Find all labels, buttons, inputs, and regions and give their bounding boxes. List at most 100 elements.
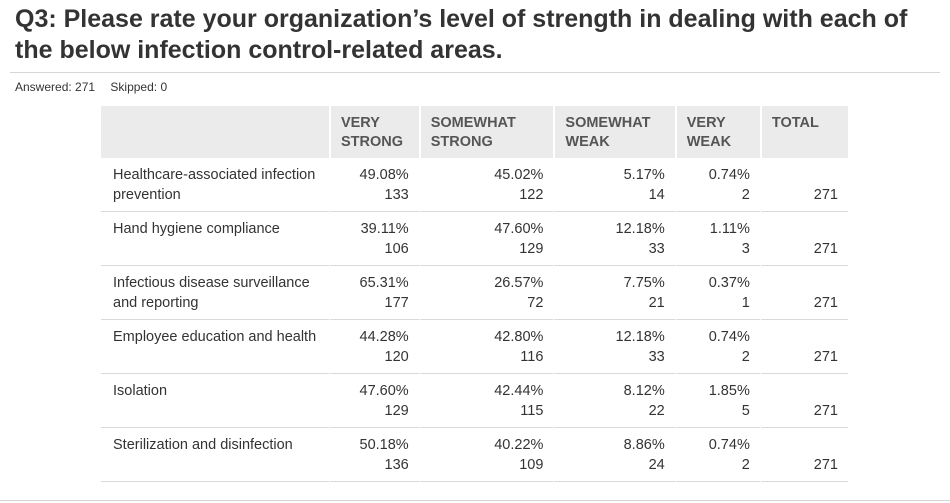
percent: 1.11% [709, 221, 750, 237]
table-row: Infectious disease surveillance and repo… [101, 266, 848, 320]
count: 2 [741, 457, 750, 473]
table-row: Sterilization and disinfection 50.18% 136… [101, 428, 848, 482]
percent: 1.85% [708, 383, 750, 399]
count: 106 [384, 241, 409, 257]
cell-total: 271 [759, 158, 848, 212]
percent: 8.86% [623, 437, 665, 453]
cell-somewhat-strong: 40.22% 109 [418, 428, 554, 482]
cell-total: 271 [759, 266, 848, 320]
row-label: Sterilization and disinfection [101, 428, 329, 482]
cell-very-weak: 0.74% 2 [674, 320, 760, 374]
cell-somewhat-weak: 8.86% 24 [553, 428, 675, 482]
cell-very-weak: 0.74% 2 [674, 428, 760, 482]
count: 5 [741, 403, 750, 419]
bottom-divider [0, 500, 950, 501]
percent: 12.18% [615, 221, 665, 237]
cell-very-strong: 44.28% 120 [328, 320, 419, 374]
count: 24 [648, 457, 665, 473]
count: 22 [648, 403, 665, 419]
header-empty [101, 106, 329, 158]
percent: 47.60% [359, 383, 409, 399]
cell-very-weak: 1.11% 3 [674, 212, 760, 266]
cell-very-weak: 0.74% 2 [674, 158, 760, 212]
cell-very-weak: 0.37% 1 [674, 266, 760, 320]
table-row: Hand hygiene compliance 39.11% 106 47.60%… [101, 212, 848, 266]
percent: 45.02% [494, 167, 544, 183]
header-row: VERY STRONG SOMEWHAT STRONG SOMEWHAT WEA… [101, 106, 848, 158]
percent: 0.37% [708, 275, 750, 291]
header-very-strong: VERY STRONG [328, 106, 419, 158]
title-divider [10, 72, 940, 73]
percent: 0.74% [708, 329, 750, 345]
count: 33 [648, 349, 665, 365]
cell-somewhat-weak: 12.18% 33 [553, 212, 675, 266]
row-label: Hand hygiene compliance [101, 212, 329, 266]
percent: 47.60% [494, 221, 544, 237]
cell-total: 271 [759, 212, 848, 266]
cell-very-strong: 39.11% 106 [328, 212, 419, 266]
skipped-count: Skipped: 0 [110, 80, 168, 94]
count: 1 [741, 295, 750, 311]
row-label: Employee education and health [101, 320, 329, 374]
percent: 7.75% [623, 275, 665, 291]
percent: 0.74% [708, 437, 750, 453]
percent: 5.17% [623, 167, 665, 183]
percent: 44.28% [359, 329, 409, 345]
percent: 0.74% [708, 167, 750, 183]
percent: 39.11% [360, 221, 409, 237]
cell-somewhat-strong: 45.02% 122 [418, 158, 554, 212]
percent: 42.44% [494, 383, 544, 399]
count: 133 [384, 187, 409, 203]
count: 72 [527, 295, 544, 311]
count: 129 [384, 403, 409, 419]
count: 2 [741, 349, 750, 365]
cell-total: 271 [759, 320, 848, 374]
row-label: Healthcare-associated infection preventi… [101, 158, 329, 212]
cell-somewhat-strong: 42.80% 116 [418, 320, 554, 374]
cell-somewhat-strong: 42.44% 115 [418, 374, 554, 428]
row-label: Infectious disease surveillance and repo… [101, 266, 329, 320]
header-somewhat-strong: SOMEWHAT STRONG [418, 106, 554, 158]
percent: 42.80% [494, 329, 544, 345]
header-total: TOTAL [759, 106, 848, 158]
cell-somewhat-weak: 12.18% 33 [553, 320, 675, 374]
cell-very-strong: 47.60% 129 [328, 374, 419, 428]
table-row: Employee education and health 44.28% 120 … [101, 320, 848, 374]
row-label: Isolation [101, 374, 329, 428]
header-somewhat-weak: SOMEWHAT WEAK [553, 106, 675, 158]
count: 136 [384, 457, 409, 473]
cell-very-strong: 50.18% 136 [328, 428, 419, 482]
count: 122 [519, 187, 544, 203]
count: 120 [384, 349, 409, 365]
cell-somewhat-weak: 5.17% 14 [553, 158, 675, 212]
count: 177 [384, 295, 409, 311]
count: 115 [520, 403, 544, 419]
count: 109 [519, 457, 544, 473]
cell-total: 271 [759, 428, 848, 482]
percent: 40.22% [494, 437, 544, 453]
percent: 49.08% [359, 167, 409, 183]
percent: 65.31% [359, 275, 409, 291]
cell-somewhat-strong: 26.57% 72 [418, 266, 554, 320]
response-stats: Answered: 271 Skipped: 0 [15, 80, 179, 94]
count: 2 [741, 187, 750, 203]
cell-very-strong: 65.31% 177 [328, 266, 419, 320]
cell-somewhat-weak: 8.12% 22 [553, 374, 675, 428]
cell-somewhat-weak: 7.75% 21 [553, 266, 675, 320]
percent: 26.57% [494, 275, 544, 291]
answered-count: Answered: 271 [15, 80, 96, 94]
header-very-weak: VERY WEAK [674, 106, 760, 158]
count: 21 [648, 295, 665, 311]
percent: 50.18% [359, 437, 409, 453]
count: 33 [648, 241, 665, 257]
count: 14 [648, 187, 665, 203]
percent: 8.12% [623, 383, 665, 399]
cell-very-weak: 1.85% 5 [674, 374, 760, 428]
percent: 12.18% [615, 329, 665, 345]
table-row: Isolation 47.60% 129 42.44% 115 8.12% 22 1.… [101, 374, 848, 428]
cell-very-strong: 49.08% 133 [328, 158, 419, 212]
count: 3 [741, 241, 750, 257]
question-title: Q3: Please rate your organization’s leve… [15, 5, 908, 64]
table-row: Healthcare-associated infection preventi… [101, 158, 848, 212]
count: 116 [520, 349, 544, 365]
